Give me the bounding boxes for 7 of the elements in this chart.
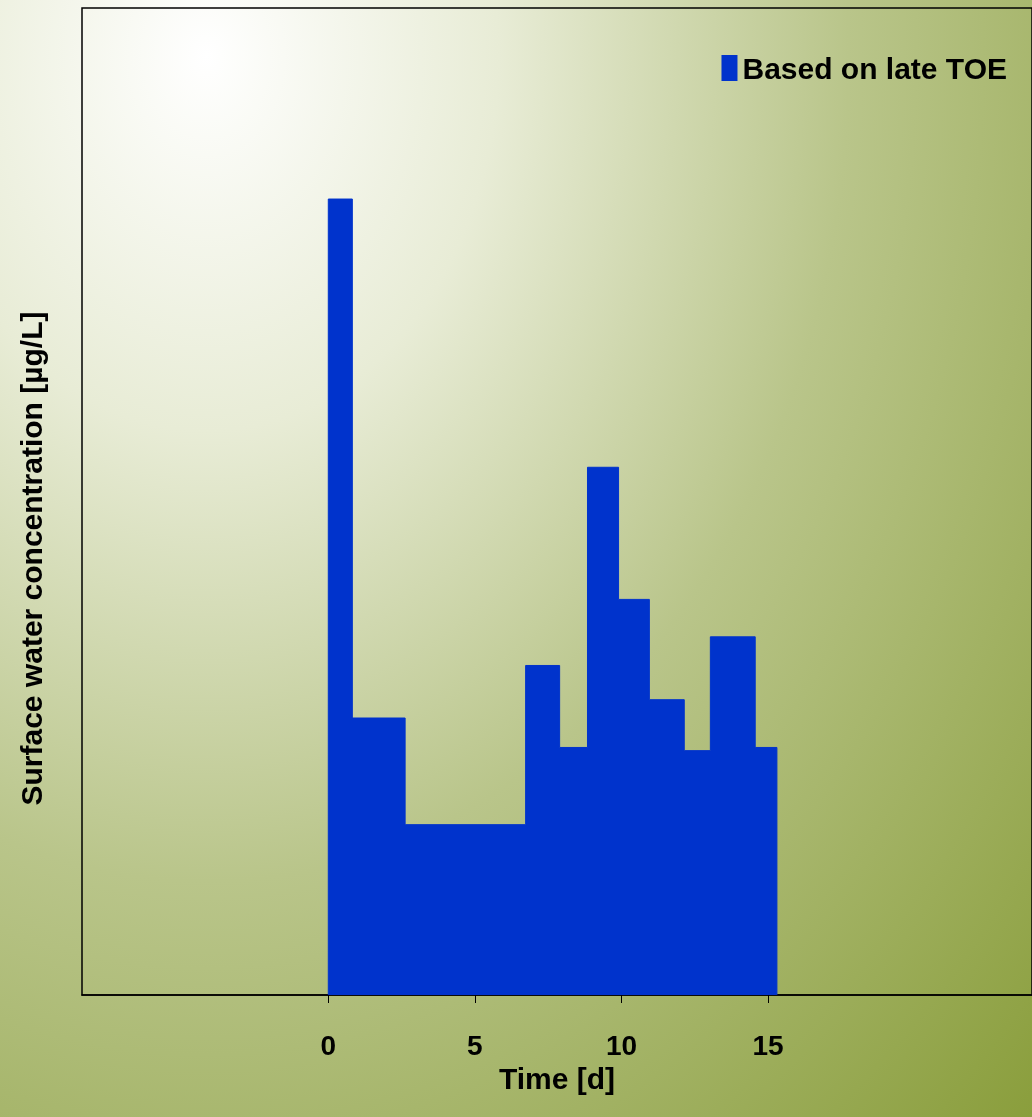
x-axis-title: Time [d] [498,1062,616,1096]
y-axis-title: Surface water concentration [µg/L] [14,311,48,806]
x-tick-label: 15 [752,1029,784,1061]
x-tick-label: 0 [320,1029,337,1061]
x-tick-label: 5 [467,1029,483,1061]
legend-label: Based on late TOE [742,51,1008,85]
x-tick-label: 10 [605,1029,638,1061]
